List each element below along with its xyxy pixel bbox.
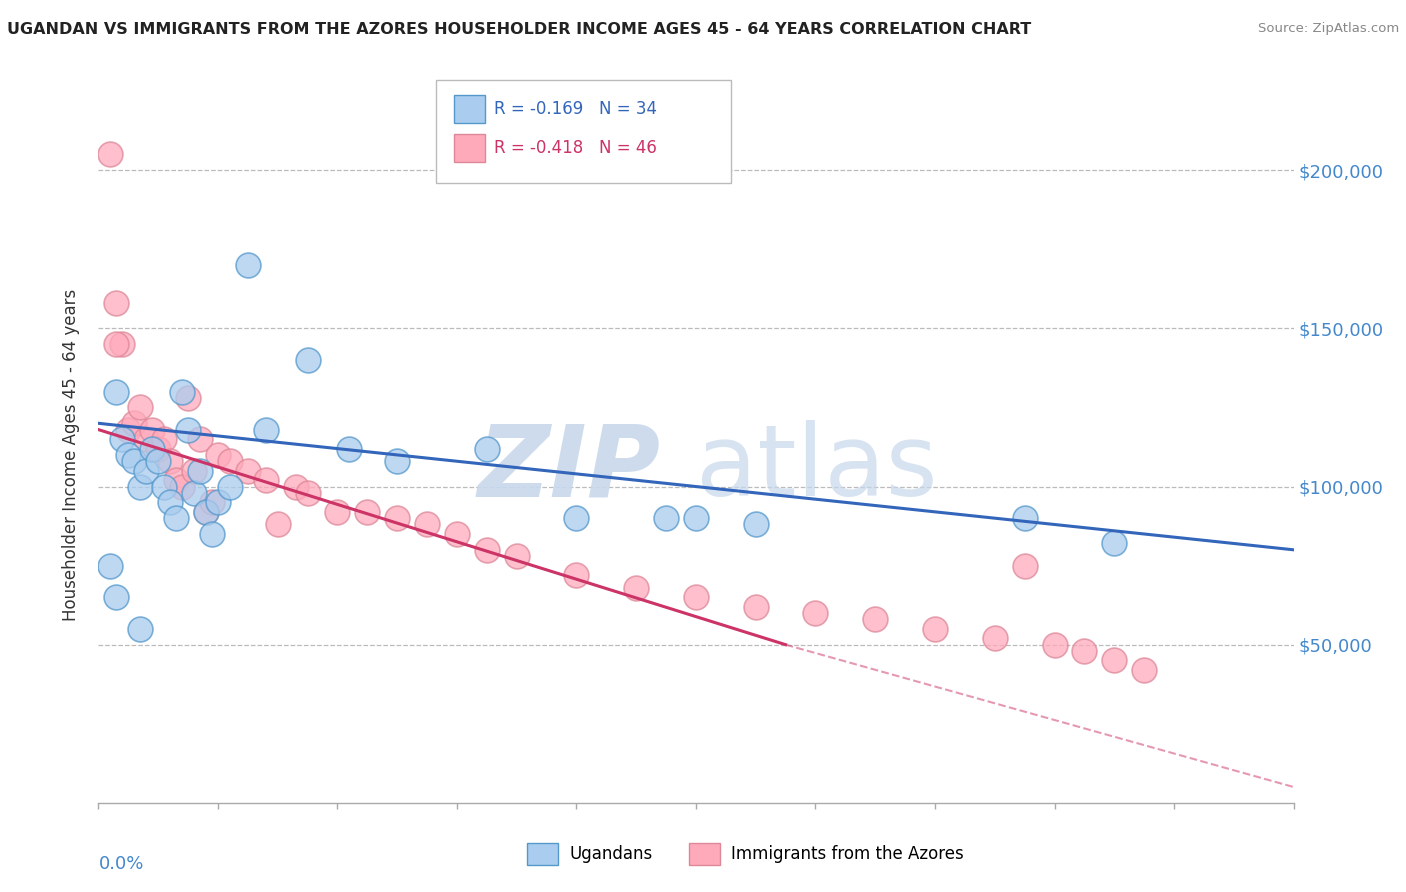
Point	[165, 511, 187, 525]
Point	[165, 473, 187, 487]
Point	[1014, 511, 1036, 525]
Point	[804, 606, 827, 620]
Point	[254, 423, 277, 437]
Point	[135, 432, 157, 446]
Point	[219, 479, 242, 493]
Point	[685, 591, 707, 605]
Point	[148, 442, 170, 456]
Point	[385, 454, 409, 468]
Point	[655, 511, 678, 525]
Point	[565, 568, 588, 582]
Point	[236, 258, 259, 272]
Point	[100, 558, 122, 573]
Point	[159, 454, 181, 468]
Point	[159, 495, 181, 509]
Point	[207, 495, 229, 509]
Point	[924, 622, 946, 636]
Point	[207, 448, 229, 462]
Point	[177, 423, 200, 437]
Point	[100, 147, 122, 161]
Point	[129, 401, 152, 415]
Text: R = -0.418   N = 46: R = -0.418 N = 46	[494, 139, 657, 157]
Point	[111, 337, 134, 351]
Point	[188, 464, 211, 478]
Point	[105, 591, 128, 605]
Point	[745, 517, 768, 532]
Point	[1104, 536, 1126, 550]
Point	[685, 511, 707, 525]
Text: ZIP: ZIP	[477, 420, 661, 517]
Y-axis label: Householder Income Ages 45 - 64 years: Householder Income Ages 45 - 64 years	[62, 289, 80, 621]
Point	[172, 479, 194, 493]
Point	[117, 423, 139, 437]
Point	[172, 384, 194, 399]
Text: Ugandans: Ugandans	[569, 845, 652, 863]
Point	[475, 542, 498, 557]
Point	[117, 448, 139, 462]
Point	[1014, 558, 1036, 573]
Point	[105, 337, 128, 351]
Point	[195, 505, 218, 519]
Point	[188, 432, 211, 446]
Point	[183, 486, 205, 500]
Text: Immigrants from the Azores: Immigrants from the Azores	[731, 845, 965, 863]
Point	[356, 505, 378, 519]
Point	[195, 505, 218, 519]
Point	[297, 486, 319, 500]
Point	[254, 473, 277, 487]
Point	[129, 479, 152, 493]
Point	[1133, 663, 1156, 677]
Point	[111, 432, 134, 446]
Point	[416, 517, 439, 532]
Point	[141, 442, 163, 456]
Point	[124, 417, 146, 431]
Point	[565, 511, 588, 525]
Point	[183, 464, 205, 478]
Point	[177, 391, 200, 405]
Point	[153, 432, 176, 446]
Text: UGANDAN VS IMMIGRANTS FROM THE AZORES HOUSEHOLDER INCOME AGES 45 - 64 YEARS CORR: UGANDAN VS IMMIGRANTS FROM THE AZORES HO…	[7, 22, 1031, 37]
Point	[267, 517, 290, 532]
Point	[1043, 638, 1066, 652]
Point	[129, 622, 152, 636]
Point	[141, 423, 163, 437]
Point	[201, 495, 224, 509]
Point	[135, 464, 157, 478]
Point	[385, 511, 409, 525]
Point	[124, 454, 146, 468]
Point	[297, 353, 319, 368]
Text: atlas: atlas	[696, 420, 938, 517]
Point	[506, 549, 529, 563]
Point	[1104, 653, 1126, 667]
Point	[148, 454, 170, 468]
Text: Source: ZipAtlas.com: Source: ZipAtlas.com	[1258, 22, 1399, 36]
Point	[339, 442, 360, 456]
Point	[236, 464, 259, 478]
Point	[475, 442, 498, 456]
Point	[153, 479, 176, 493]
Point	[284, 479, 307, 493]
Point	[326, 505, 349, 519]
Point	[984, 632, 1007, 646]
Point	[865, 612, 887, 626]
Point	[446, 527, 468, 541]
Point	[105, 384, 128, 399]
Point	[201, 527, 224, 541]
Point	[105, 296, 128, 310]
Text: 0.0%: 0.0%	[98, 855, 143, 873]
Point	[745, 599, 768, 614]
Point	[1073, 644, 1095, 658]
Point	[219, 454, 242, 468]
Point	[626, 581, 648, 595]
Text: R = -0.169   N = 34: R = -0.169 N = 34	[494, 100, 657, 118]
